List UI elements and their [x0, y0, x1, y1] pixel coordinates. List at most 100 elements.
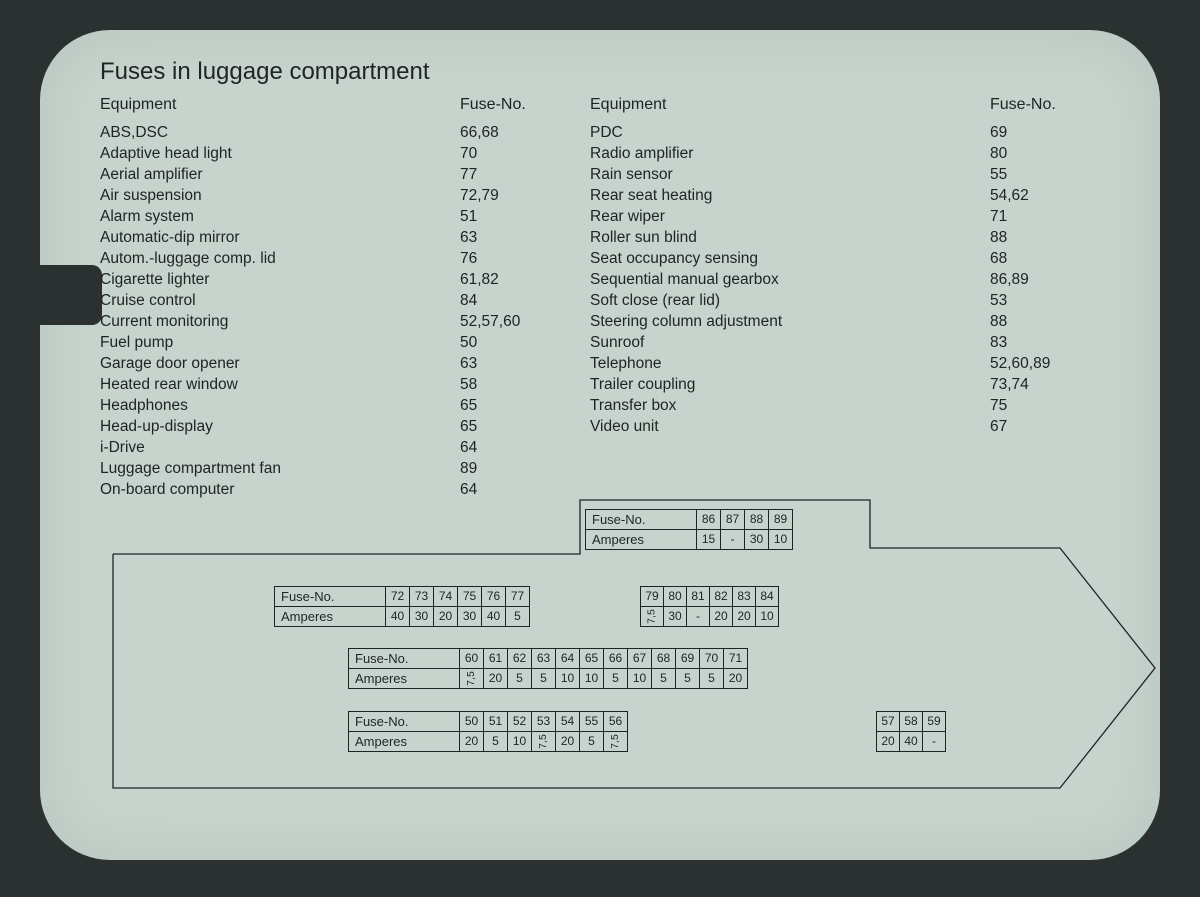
- fuse-cell: 59-: [923, 712, 945, 751]
- fuse-cell: 6120: [484, 649, 508, 688]
- fuse-cell: 775: [506, 587, 529, 626]
- fuse-number: 77: [506, 587, 529, 607]
- equipment-name: Head-up-display: [100, 416, 460, 437]
- header-fuseno-2: Fuse-No.: [990, 96, 1120, 114]
- equipment-fuse: 73,74: [990, 374, 1110, 395]
- equipment-row: Air suspension72,79: [100, 185, 590, 206]
- equipment-fuse: 55: [990, 164, 1110, 185]
- equipment-fuse: 66,68: [460, 122, 590, 143]
- fuse-table-79-84: 797,5803081-822083208410: [640, 586, 779, 627]
- equipment-fuse: 64: [460, 437, 590, 458]
- fuse-cell: 5420: [556, 712, 580, 751]
- fuse-cell: 7120: [724, 649, 747, 688]
- fuse-table-label-amperes: Amperes: [349, 732, 459, 751]
- fuse-amperes: -: [721, 530, 744, 549]
- fuse-number: 87: [721, 510, 744, 530]
- equipment-fuse: 89: [460, 458, 590, 479]
- equipment-fuse: 69: [990, 122, 1110, 143]
- equipment-name: Rain sensor: [590, 164, 990, 185]
- fuse-number: 82: [710, 587, 732, 607]
- equipment-name: Radio amplifier: [590, 143, 990, 164]
- fuse-amperes: 20: [733, 607, 755, 626]
- equipment-row: Telephone52,60,89: [590, 353, 1120, 374]
- fuse-amperes: 30: [745, 530, 768, 549]
- fuse-amperes: 10: [756, 607, 778, 626]
- equipment-row: Current monitoring52,57,60: [100, 311, 590, 332]
- equipment-fuse: 72,79: [460, 185, 590, 206]
- fuse-amperes: 5: [604, 669, 627, 688]
- fuse-table-86-89: Fuse-No.Amperes861587-88308910: [585, 509, 793, 550]
- fuse-amperes: 20: [710, 607, 732, 626]
- fuse-number: 84: [756, 587, 778, 607]
- fuse-number: 50: [460, 712, 483, 732]
- fuse-cell: 537,5: [532, 712, 556, 751]
- equipment-row: Automatic-dip mirror63: [100, 227, 590, 248]
- equipment-fuse: 53: [990, 290, 1110, 311]
- fuse-cell: 81-: [687, 587, 710, 626]
- equipment-name: Roller sun blind: [590, 227, 990, 248]
- fuse-cell: 7640: [482, 587, 506, 626]
- equipment-name: Soft close (rear lid): [590, 290, 990, 311]
- fuse-table-labels: Fuse-No.Amperes: [349, 649, 460, 688]
- fuse-cell: 665: [604, 649, 628, 688]
- fuse-number: 53: [532, 712, 555, 732]
- fuse-amperes: 5: [676, 669, 699, 688]
- equipment-name: Alarm system: [100, 206, 460, 227]
- fuse-number: 88: [745, 510, 768, 530]
- fuse-number: 54: [556, 712, 579, 732]
- fuse-cell: 7530: [458, 587, 482, 626]
- fuse-amperes: 20: [434, 607, 457, 626]
- fuse-cell: 6510: [580, 649, 604, 688]
- equipment-name: Video unit: [590, 416, 990, 437]
- equipment-name: Cigarette lighter: [100, 269, 460, 290]
- equipment-fuse: 52,57,60: [460, 311, 590, 332]
- fuse-amperes: 20: [556, 732, 579, 751]
- equipment-fuse: 65: [460, 395, 590, 416]
- fuse-number: 81: [687, 587, 709, 607]
- fuse-table-cells: 861587-88308910: [697, 510, 792, 549]
- equipment-row: Autom.-luggage comp. lid76: [100, 248, 590, 269]
- fuse-cell: 515: [484, 712, 508, 751]
- fuse-cell: 555: [580, 712, 604, 751]
- fuse-number: 58: [900, 712, 922, 732]
- fuse-amperes: 30: [410, 607, 433, 626]
- equipment-name: Cruise control: [100, 290, 460, 311]
- equipment-fuse: 58: [460, 374, 590, 395]
- fuse-amperes: 5: [580, 732, 603, 751]
- fuse-cell: 8030: [664, 587, 687, 626]
- fuse-table-cells: 607,561206256356410651066567106856957057…: [460, 649, 747, 688]
- fuse-table-cells: 72407330742075307640775: [386, 587, 529, 626]
- equipment-list-left: ABS,DSC66,68Adaptive head light70Aerial …: [100, 122, 590, 500]
- equipment-row: Luggage compartment fan89: [100, 458, 590, 479]
- fuse-table-label-amperes: Amperes: [586, 530, 696, 549]
- fuse-cell: 7330: [410, 587, 434, 626]
- fuse-table-60-71: Fuse-No.Amperes607,561206256356410651066…: [348, 648, 748, 689]
- fuse-cell: 607,5: [460, 649, 484, 688]
- equipment-name: Seat occupancy sensing: [590, 248, 990, 269]
- fuse-cell: 695: [676, 649, 700, 688]
- equipment-fuse: 52,60,89: [990, 353, 1110, 374]
- equipment-row: Steering column adjustment88: [590, 311, 1120, 332]
- fuse-amperes: 30: [458, 607, 481, 626]
- equipment-fuse: 76: [460, 248, 590, 269]
- equipment-name: Trailer coupling: [590, 374, 990, 395]
- equipment-row: Sunroof83: [590, 332, 1120, 353]
- equipment-row: Seat occupancy sensing68: [590, 248, 1120, 269]
- fuse-table-57-59: 5720584059-: [876, 711, 946, 752]
- fuse-amperes: 5: [532, 669, 555, 688]
- fuse-table-label-fuseno: Fuse-No.: [586, 510, 696, 530]
- fuse-number: 76: [482, 587, 505, 607]
- fuse-cell: 625: [508, 649, 532, 688]
- equipment-fuse: 63: [460, 227, 590, 248]
- fuse-number: 62: [508, 649, 531, 669]
- equipment-fuse: 86,89: [990, 269, 1110, 290]
- equipment-fuse: 63: [460, 353, 590, 374]
- fuse-table-label-amperes: Amperes: [349, 669, 459, 688]
- fuse-number: 71: [724, 649, 747, 669]
- fuse-amperes: 7,5: [643, 606, 662, 628]
- fuse-cell: 87-: [721, 510, 745, 549]
- card-notch: [40, 265, 102, 325]
- fuse-number: 70: [700, 649, 723, 669]
- fuse-table-label-fuseno: Fuse-No.: [275, 587, 385, 607]
- card-content: Fuses in luggage compartment Equipment F…: [100, 58, 1120, 500]
